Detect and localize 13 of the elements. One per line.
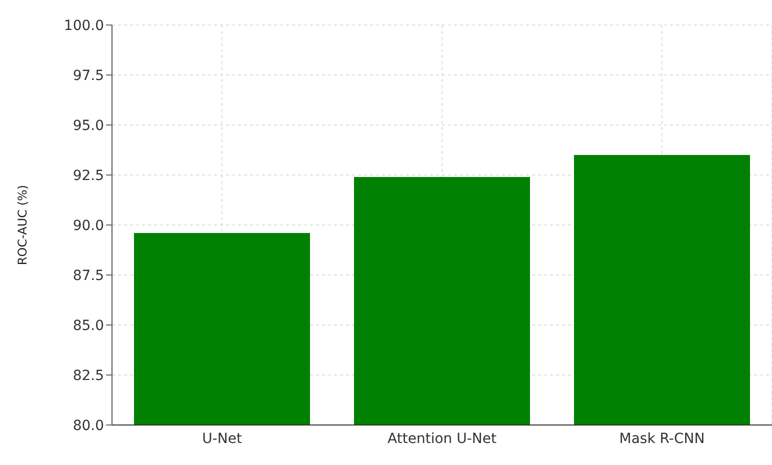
x-tick-label: Attention U-Net <box>388 430 497 447</box>
y-tick-label: 97.5 <box>72 68 104 84</box>
y-tick-label: 85.0 <box>72 318 104 334</box>
y-tick-label: 87.5 <box>72 268 104 284</box>
y-tick-label: 92.5 <box>72 168 104 184</box>
x-tick-label: U-Net <box>202 430 242 447</box>
x-tick-label: Mask R-CNN <box>619 430 705 447</box>
y-axis-title: ROC-AUC (%) <box>15 184 30 266</box>
y-tick-label: 80.0 <box>72 418 104 434</box>
y-tick-label: 95.0 <box>72 118 104 134</box>
y-tick-label: 90.0 <box>72 218 104 234</box>
y-tick-label: 100.0 <box>64 18 104 34</box>
y-tick-label: 82.5 <box>72 368 104 384</box>
